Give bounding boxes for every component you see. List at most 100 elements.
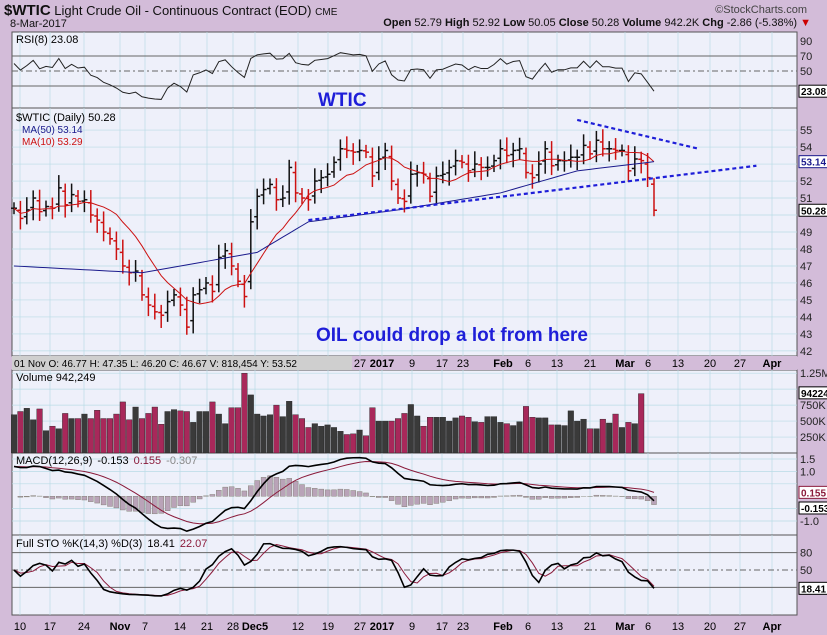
macd-histogram-bar [43, 496, 49, 498]
macd-histogram-bar [414, 496, 420, 505]
price-bar [235, 263, 241, 288]
volume-bar [247, 394, 254, 454]
macd-histogram-bar [452, 496, 459, 500]
price-bar [478, 157, 485, 181]
volume-bar [158, 424, 165, 454]
price-bar [619, 144, 625, 157]
x-tick-label: 6 [525, 621, 531, 633]
low-label: Low [503, 17, 526, 29]
macd-histogram-bar [382, 496, 388, 498]
macd-histogram-bar [472, 496, 478, 499]
volume-bar [375, 420, 382, 454]
volume-last-tag: 942249 [801, 389, 827, 400]
volume-bar [74, 418, 81, 454]
x-tick-label: Nov [110, 621, 132, 633]
price-bar [651, 178, 657, 217]
price-bar [542, 141, 549, 174]
x-tick-label: 13 [551, 621, 563, 633]
macd-histogram-bar [184, 496, 190, 507]
price-last-tag-box [798, 203, 827, 217]
volume-bar [574, 420, 581, 454]
macd-histogram-bar [139, 496, 145, 513]
chg-label: Chg [702, 17, 724, 29]
price-bar [548, 141, 555, 176]
price-bar [222, 243, 229, 269]
macd-histogram-bar [312, 488, 318, 497]
macd-legend-macd: -0.153 [97, 455, 128, 467]
high-label: High [444, 17, 470, 29]
price-bar [471, 151, 478, 178]
macd-histogram-bar [356, 491, 363, 497]
volume-bar [599, 418, 606, 454]
price-bar [593, 130, 600, 163]
date-tick-label: 6 [645, 358, 651, 370]
price-bar [164, 290, 171, 322]
drop-annotation: OIL could drop a lot from here [316, 325, 588, 346]
x-tick-label: 21 [584, 621, 596, 633]
volume-bar [497, 422, 504, 454]
date-tick-label: Mar [615, 358, 635, 370]
price-bar [203, 277, 209, 295]
volume-tick-label: 500K [800, 416, 826, 428]
macd-histogram-bar [158, 496, 164, 514]
x-tick-label: 2017 [370, 621, 394, 633]
macd-histogram-bar [561, 496, 568, 499]
volume-bar [94, 410, 101, 454]
price-tick-label: 46 [800, 278, 812, 290]
date-tick-label: 21 [584, 358, 596, 370]
macd-legend: MACD(12,26,9) -0.153 0.155 -0.307 [16, 455, 197, 467]
date-tick-label: 23 [457, 358, 469, 370]
date-tick-label: 13 [672, 358, 684, 370]
volume-tick-label: 1.25M [800, 368, 827, 380]
x-tick-label: Apr [763, 621, 783, 633]
price-bar [171, 288, 177, 307]
price-tick-label: 52 [800, 176, 812, 188]
price-bar [119, 239, 126, 274]
price-tick-label: 43 [800, 329, 812, 341]
x-tick-label: 21 [201, 621, 213, 633]
quote-bar: Open 52.79 High 52.92 Low 50.05 Close 50… [383, 17, 811, 29]
macd-histogram-bar [273, 477, 280, 497]
macd-histogram-bar [222, 486, 228, 497]
volume-bar [87, 418, 94, 454]
x-tick-label: 28 [227, 621, 239, 633]
volume-bar [516, 421, 523, 454]
date-tick-label: 27 [734, 358, 746, 370]
price-bar [81, 190, 88, 213]
macd-legend-signal: 0.155 [134, 455, 162, 467]
volume-bar [286, 401, 293, 454]
volume-bar [401, 413, 408, 454]
price-bar [459, 155, 465, 169]
x-tick-label: 14 [174, 621, 186, 633]
macd-histogram-bar [542, 496, 548, 498]
price-bar [612, 138, 619, 160]
macd-histogram-bar [216, 490, 222, 497]
date-tick-label: 27 [354, 358, 366, 370]
sto-panel [11, 534, 798, 616]
volume-bar [132, 406, 139, 454]
volume-bar [292, 414, 299, 454]
x-tick-label: 9 [409, 621, 415, 633]
volume-bar [279, 416, 286, 454]
exchange: CME [315, 7, 338, 18]
macd-histogram-bar [459, 496, 465, 499]
volume-bar [535, 417, 542, 454]
volume-bar [567, 410, 574, 454]
macd-histogram-bar [440, 496, 446, 503]
rsi-last-tag: 23.08 [801, 87, 826, 98]
macd-tick-label: -1.0 [800, 516, 819, 528]
x-tick-label: 27 [354, 621, 366, 633]
sto-tick-label: 80 [800, 548, 812, 560]
macd-histogram-bar [299, 484, 305, 497]
price-bar [113, 231, 120, 261]
macd-histogram-bar [267, 475, 273, 497]
price-bar [183, 296, 190, 335]
macd-panel [11, 452, 798, 536]
volume-bar [17, 411, 24, 454]
price-bar [215, 244, 222, 293]
volume-bar [164, 411, 171, 454]
price-bar [388, 145, 395, 191]
macd-histogram-bar [478, 496, 484, 499]
macd-histogram-bar [75, 496, 81, 500]
